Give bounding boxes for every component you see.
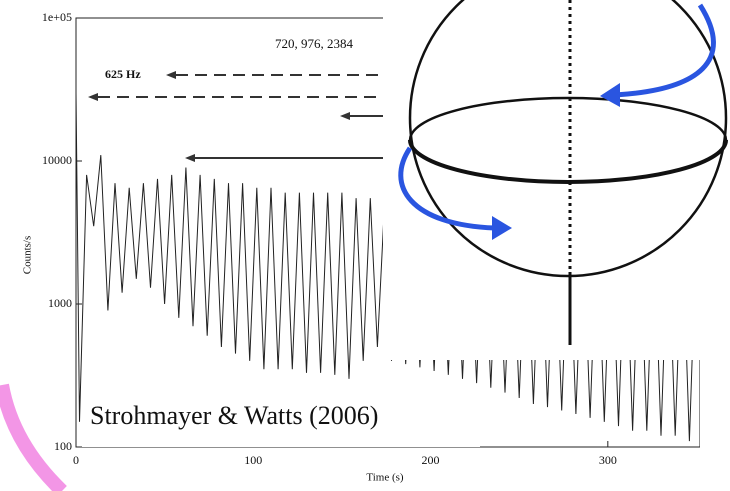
x-tick-label: 200 xyxy=(422,453,440,467)
arrow-head xyxy=(600,83,620,107)
x-tick-label: 300 xyxy=(599,453,617,467)
y-axis-label: Counts/s xyxy=(22,236,34,275)
sphere xyxy=(408,0,728,278)
annotation: 625 Hz xyxy=(105,67,141,81)
decoration xyxy=(0,383,67,491)
y-tick-label: 1000 xyxy=(48,296,72,310)
arrow-head xyxy=(492,216,512,240)
equator-back xyxy=(408,96,728,141)
plot: 720, 976, 2384 625 Hz Counts/s Time (s) … xyxy=(22,10,701,484)
citation-box xyxy=(82,385,480,447)
x-axis-label: Time (s) xyxy=(366,472,404,484)
x-tick-label: 0 xyxy=(73,453,79,467)
annotation: 720, 976, 2384 xyxy=(275,36,354,51)
rotation-arrow xyxy=(398,146,496,231)
citation: Strohmayer & Watts (2006) xyxy=(90,401,378,430)
equator-front xyxy=(408,139,728,184)
x-tick-label: 100 xyxy=(244,453,262,467)
arrows xyxy=(88,71,390,162)
y-tick-label: 10000 xyxy=(42,153,72,167)
rotation-arrow xyxy=(614,3,716,98)
y-tick-label: 100 xyxy=(54,439,72,453)
y-tick-label: 1e+05 xyxy=(42,10,72,24)
overlay-background xyxy=(383,0,730,491)
